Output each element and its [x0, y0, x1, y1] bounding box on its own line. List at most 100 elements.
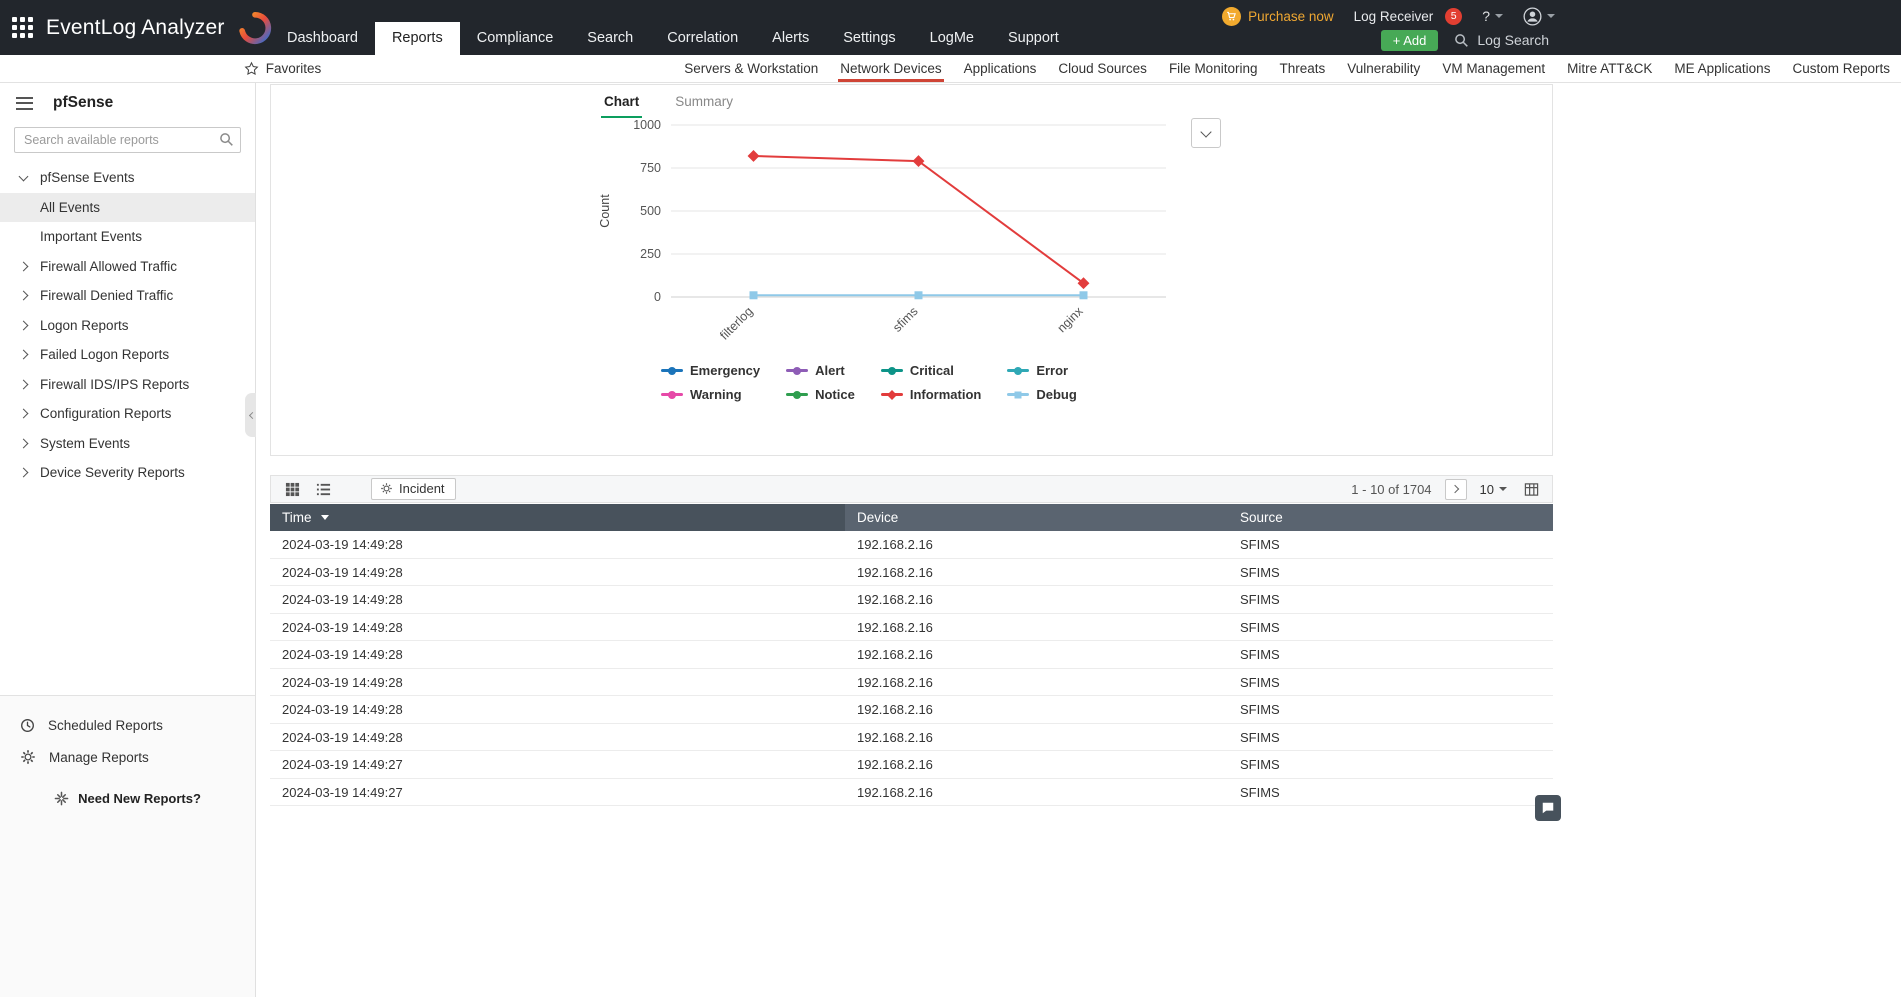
report-tree-item[interactable]: Firewall IDS/IPS Reports [0, 370, 255, 400]
table-row[interactable]: 2024-03-19 14:49:28 192.168.2.16 SFIMS [270, 558, 1553, 586]
sub-nav-item[interactable]: Servers & Workstation [673, 55, 829, 82]
report-tree-item[interactable]: All Events [0, 192, 255, 222]
report-view-tab[interactable]: Summary [672, 88, 736, 118]
report-tree-item[interactable]: Firewall Denied Traffic [0, 281, 255, 311]
favorites-button[interactable]: Favorites [244, 55, 321, 82]
chart-options-button[interactable] [1191, 118, 1221, 148]
report-view-tab[interactable]: Chart [601, 88, 643, 118]
log-receiver-link[interactable]: Log Receiver [1353, 8, 1434, 24]
scheduled-reports-button[interactable]: Scheduled Reports [0, 710, 255, 741]
main-nav-item-label: Alerts [772, 30, 810, 46]
notification-badge[interactable]: 5 [1445, 7, 1463, 25]
sub-nav-item[interactable]: Threats [1268, 55, 1336, 82]
chevron-right-icon [1450, 484, 1459, 494]
sub-nav-item[interactable]: Mitre ATT&CK [1556, 55, 1663, 82]
sidebar-collapse-handle[interactable] [245, 393, 256, 437]
page-size-dropdown[interactable]: 10 [1480, 482, 1507, 497]
incident-button[interactable]: Incident [371, 478, 456, 500]
table-row[interactable]: 2024-03-19 14:49:28 192.168.2.16 SFIMS [270, 641, 1553, 669]
legend-item[interactable]: Error [1007, 363, 1076, 378]
report-tree-item[interactable]: Configuration Reports [0, 399, 255, 429]
grid-view-button[interactable] [281, 479, 303, 499]
column-header-label: Device [857, 510, 899, 525]
table-row[interactable]: 2024-03-19 14:49:28 192.168.2.16 SFIMS [270, 613, 1553, 641]
table-row[interactable]: 2024-03-19 14:49:28 192.168.2.16 SFIMS [270, 696, 1553, 724]
report-tree-item[interactable]: pfSense Events [0, 163, 255, 193]
main-nav-item[interactable]: Support [991, 22, 1076, 55]
main-nav-item[interactable]: Search [570, 22, 650, 55]
sub-nav-item[interactable]: Vulnerability [1336, 55, 1431, 82]
apps-grid-icon[interactable] [12, 17, 33, 38]
search-icon[interactable] [219, 132, 234, 152]
feedback-button[interactable] [1535, 795, 1561, 821]
report-tree-item[interactable]: Important Events [0, 222, 255, 252]
hamburger-menu-icon[interactable] [16, 93, 33, 113]
sub-nav-item[interactable]: VM Management [1431, 55, 1556, 82]
table-row[interactable]: 2024-03-19 14:49:28 192.168.2.16 SFIMS [270, 668, 1553, 696]
logo-swoosh-icon [238, 11, 271, 44]
column-chooser-icon [1524, 482, 1538, 496]
sub-nav-item[interactable]: Custom Reports [1781, 55, 1901, 82]
legend-item[interactable]: Emergency [661, 363, 760, 378]
chevron-icon [18, 349, 29, 360]
legend-marker-icon [880, 393, 903, 396]
chevron-left-icon [248, 411, 256, 419]
table-row[interactable]: 2024-03-19 14:49:28 192.168.2.16 SFIMS [270, 531, 1553, 559]
main-nav-item[interactable]: Compliance [460, 22, 571, 55]
sub-nav-item[interactable]: Cloud Sources [1047, 55, 1158, 82]
main-nav-item[interactable]: Alerts [755, 22, 826, 55]
report-search [14, 127, 241, 153]
column-header[interactable]: Time [270, 504, 845, 531]
table-row[interactable]: 2024-03-19 14:49:28 192.168.2.16 SFIMS [270, 723, 1553, 751]
legend-item[interactable]: Notice [786, 387, 855, 402]
grid-view-icon [285, 482, 299, 496]
main-nav-item[interactable]: Correlation [650, 22, 755, 55]
cell-source: SFIMS [1240, 564, 1280, 580]
report-tree-item[interactable]: Device Severity Reports [0, 458, 255, 488]
report-search-input[interactable] [14, 127, 241, 153]
main-nav-item[interactable]: Dashboard [270, 22, 375, 55]
list-view-icon [316, 483, 330, 495]
legend-item[interactable]: Critical [880, 363, 982, 378]
sub-nav-item[interactable]: Network Devices [829, 55, 952, 82]
log-search-button[interactable]: Log Search [1454, 32, 1549, 48]
legend-item[interactable]: Debug [1007, 387, 1077, 402]
cell-time: 2024-03-19 14:49:28 [282, 702, 403, 717]
cell-source: SFIMS [1240, 729, 1280, 745]
report-tree-item[interactable]: System Events [0, 429, 255, 459]
main-nav-item[interactable]: Reports [374, 22, 460, 55]
svg-text:500: 500 [640, 204, 661, 218]
main-nav-item[interactable]: LogMe [913, 22, 991, 55]
sub-nav-item[interactable]: File Monitoring [1158, 55, 1269, 82]
legend-item[interactable]: Warning [661, 387, 760, 402]
svg-text:nginx: nginx [1055, 304, 1087, 336]
need-new-reports-button[interactable]: Need New Reports? [0, 791, 255, 806]
purchase-now-button[interactable]: Purchase now [1222, 6, 1334, 26]
column-header[interactable]: Device [845, 504, 1228, 531]
column-header[interactable]: Source [1228, 504, 1553, 531]
next-page-button[interactable] [1444, 478, 1467, 500]
report-tree-item[interactable]: Logon Reports [0, 311, 255, 341]
sub-nav-item[interactable]: Applications [953, 55, 1048, 82]
scheduled-reports-label: Scheduled Reports [48, 718, 163, 733]
table-row[interactable]: 2024-03-19 14:49:27 192.168.2.16 SFIMS [270, 778, 1553, 806]
table-row[interactable]: 2024-03-19 14:49:27 192.168.2.16 SFIMS [270, 751, 1553, 779]
add-button[interactable]: + Add [1380, 29, 1439, 51]
help-menu[interactable]: ? [1482, 8, 1503, 24]
legend-item[interactable]: Information [880, 387, 981, 402]
page-size-value: 10 [1479, 481, 1494, 497]
cell-source: SFIMS [1240, 537, 1280, 552]
topbar-utilities: Purchase now Log Receiver 5 ? [1222, 6, 1555, 26]
list-view-button[interactable] [312, 479, 334, 499]
sub-nav-item[interactable]: ME Applications [1663, 55, 1781, 82]
table-row[interactable]: 2024-03-19 14:49:28 192.168.2.16 SFIMS [270, 586, 1553, 614]
manage-reports-button[interactable]: Manage Reports [0, 741, 255, 773]
main-nav-item[interactable]: Settings [826, 22, 912, 55]
incident-icon [381, 483, 392, 494]
svg-text:filterlog: filterlog [717, 304, 755, 342]
user-menu[interactable] [1523, 6, 1555, 26]
column-chooser-button[interactable] [1520, 479, 1542, 499]
report-tree-item[interactable]: Failed Logon Reports [0, 340, 255, 370]
legend-item[interactable]: Alert [786, 363, 855, 378]
report-tree-item[interactable]: Firewall Allowed Traffic [0, 252, 255, 282]
